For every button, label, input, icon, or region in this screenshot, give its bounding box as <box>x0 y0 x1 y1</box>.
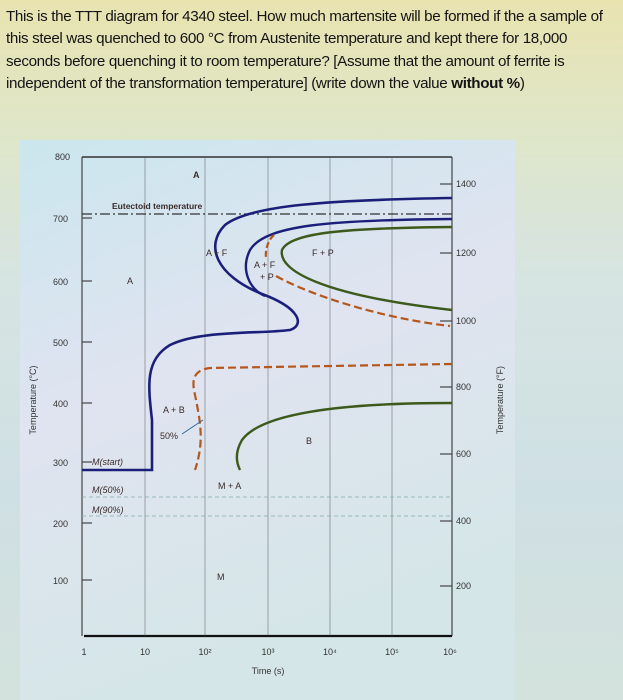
region-label: A + B <box>163 405 185 415</box>
region-label: A + F <box>206 248 228 258</box>
region-label: 50% <box>160 431 178 441</box>
x-tick-label: 10 <box>140 647 150 657</box>
left-tick-label: 800 <box>55 152 70 162</box>
region-label: M(90%) <box>92 505 124 515</box>
ferrite-pearlite-inner-curve <box>244 217 453 298</box>
x-tick-label: 10⁴ <box>323 647 337 657</box>
right-tick-label: 1400 <box>456 179 476 189</box>
region-label: A <box>127 276 133 286</box>
region-label: A + F <box>254 260 276 270</box>
fifty-percent-curve-bainite <box>192 362 453 471</box>
x-tick-label: 1 <box>81 647 86 657</box>
left-tick-label: 700 <box>53 214 68 224</box>
region-label: A <box>193 170 200 180</box>
question-text: This is the TTT diagram for 4340 steel. … <box>6 8 603 93</box>
right-tick-label: 200 <box>456 581 471 591</box>
region-label: M(start) <box>92 457 123 467</box>
right-tick-label: 400 <box>456 516 471 526</box>
diagram-photo-background <box>20 140 515 700</box>
region-label: M <box>217 572 225 582</box>
left-tick-label: 300 <box>53 458 68 468</box>
eutectoid-label: Eutectoid temperature <box>112 201 202 211</box>
right-axis-label: Temperature (°F) <box>495 366 505 434</box>
fifty-percent-curve-upper <box>264 234 275 259</box>
left-tick-label: 400 <box>53 399 68 409</box>
left-tick-label: 600 <box>53 277 68 287</box>
region-label: F + P <box>312 248 334 258</box>
x-tick-label: 10⁶ <box>443 647 457 657</box>
left-tick-label: 500 <box>53 338 68 348</box>
right-tick-label: 1200 <box>456 248 476 258</box>
bainite-finish-curve <box>235 401 453 471</box>
transformation-finish-curve <box>280 225 453 312</box>
x-tick-label: 10³ <box>261 647 274 657</box>
fifty-percent-curve-pearlite <box>275 275 451 328</box>
region-label: B <box>306 436 312 446</box>
left-axis-label: Temperature (°C) <box>28 365 38 434</box>
x-tick-label: 10⁵ <box>385 647 399 657</box>
transformation-start-curve <box>82 196 453 472</box>
right-tick-label: 1000 <box>456 316 476 326</box>
right-tick-label: 800 <box>456 382 471 392</box>
x-tick-label: 10² <box>198 647 211 657</box>
left-tick-label: 100 <box>53 576 68 586</box>
right-tick-label: 600 <box>456 449 471 459</box>
region-label: M(50%) <box>92 485 124 495</box>
region-label: M + A <box>218 481 241 491</box>
left-tick-label: 200 <box>53 519 68 529</box>
region-label: + P <box>260 272 274 282</box>
x-axis-label: Time (s) <box>252 666 285 676</box>
fifty-percent-pointer <box>181 419 204 435</box>
